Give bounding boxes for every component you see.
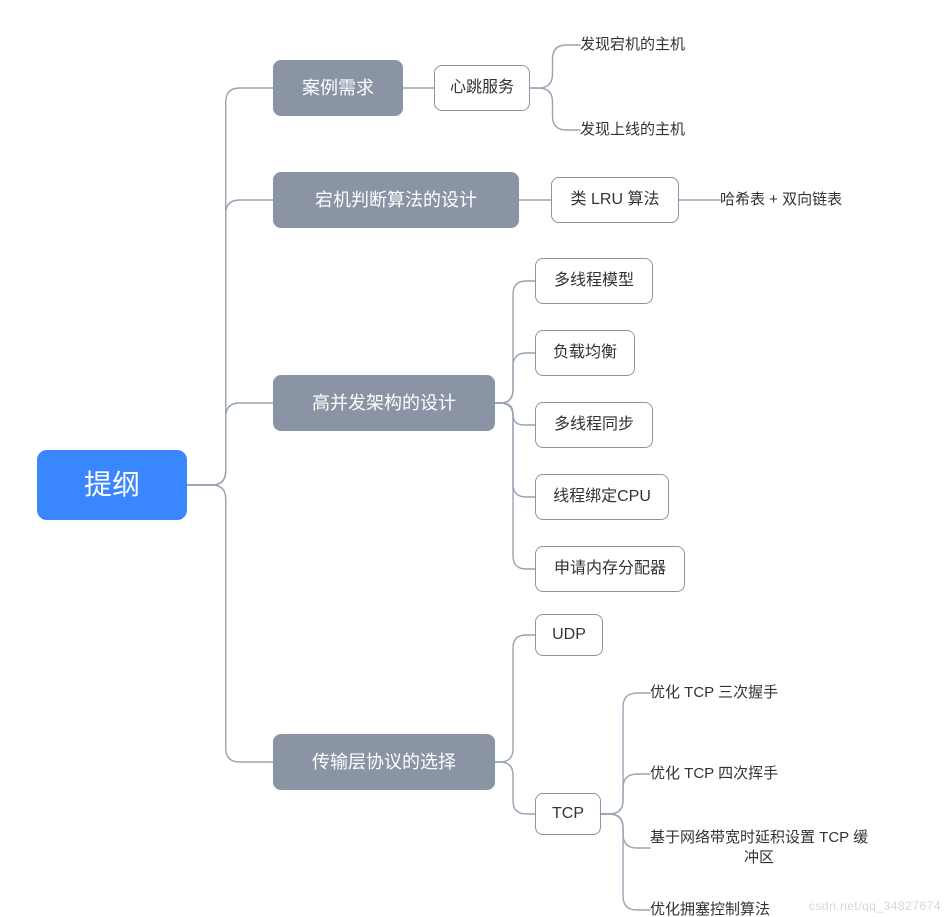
edge-l1c-l2c3 xyxy=(495,403,535,425)
node-l2c5: 申请内存分配器 xyxy=(535,546,685,592)
node-l1b: 宕机判断算法的设计 xyxy=(273,172,519,228)
edge-l2d2-l3d3 xyxy=(601,814,650,848)
edge-l2a1-l3a1 xyxy=(530,45,580,88)
edge-l2d2-l3d2 xyxy=(601,774,650,814)
node-l2d2: TCP xyxy=(535,793,601,835)
edge-l1d-l2d2 xyxy=(495,762,535,814)
edge-l2a1-l3a2 xyxy=(530,88,580,130)
node-l3d3: 基于网络带宽时延积设置 TCP 缓 冲区 xyxy=(650,828,910,868)
node-l1a: 案例需求 xyxy=(273,60,403,116)
edge-l1d-l2d1 xyxy=(495,635,535,762)
edge-l1c-l2c4 xyxy=(495,403,535,497)
node-l3b1: 哈希表 + 双向链表 xyxy=(720,185,900,215)
edge-root-l1d xyxy=(187,485,273,762)
node-l2b1: 类 LRU 算法 xyxy=(551,177,679,223)
node-l1d: 传输层协议的选择 xyxy=(273,734,495,790)
node-l3a1: 发现宕机的主机 xyxy=(580,30,760,60)
node-l3d4: 优化拥塞控制算法 xyxy=(650,895,870,917)
node-l1c: 高并发架构的设计 xyxy=(273,375,495,431)
node-root: 提纲 xyxy=(37,450,187,520)
node-l3d1: 优化 TCP 三次握手 xyxy=(650,678,870,708)
mindmap-canvas: csdn.net/qq_34827674 提纲案例需求宕机判断算法的设计高并发架… xyxy=(0,0,947,917)
edge-l1c-l2c5 xyxy=(495,403,535,569)
node-l2c2: 负载均衡 xyxy=(535,330,635,376)
node-l2a1: 心跳服务 xyxy=(434,65,530,111)
edge-l1c-l2c2 xyxy=(495,353,535,403)
edge-root-l1b xyxy=(187,200,273,485)
edge-l2d2-l3d1 xyxy=(601,693,650,814)
node-l2c1: 多线程模型 xyxy=(535,258,653,304)
edge-root-l1a xyxy=(187,88,273,485)
edge-l1c-l2c1 xyxy=(495,281,535,403)
edge-l2d2-l3d4 xyxy=(601,814,650,910)
node-l3d2: 优化 TCP 四次挥手 xyxy=(650,759,870,789)
node-l2c4: 线程绑定CPU xyxy=(535,474,669,520)
edge-root-l1c xyxy=(187,403,273,485)
node-l2c3: 多线程同步 xyxy=(535,402,653,448)
node-l2d1: UDP xyxy=(535,614,603,656)
node-l3a2: 发现上线的主机 xyxy=(580,115,760,145)
